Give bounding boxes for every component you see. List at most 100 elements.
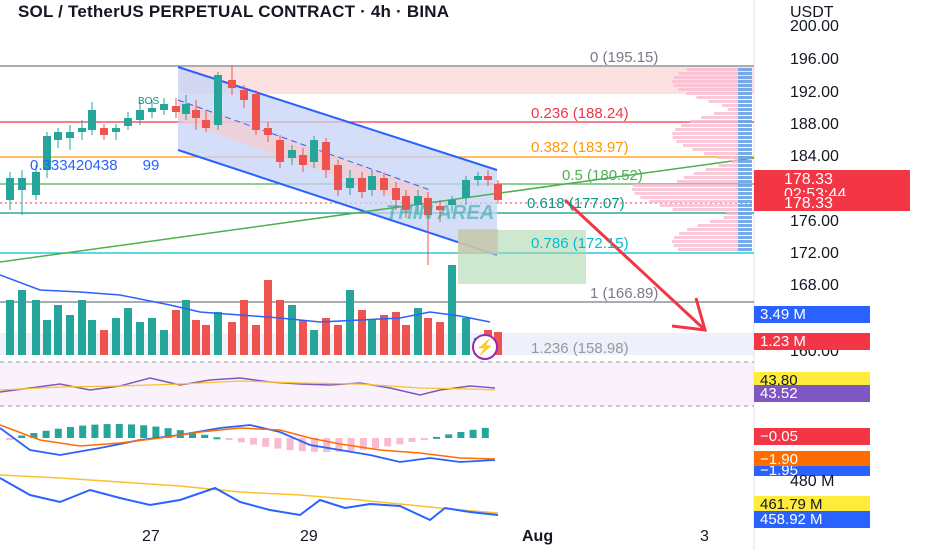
rsi-band bbox=[0, 362, 754, 406]
candle-body bbox=[43, 136, 51, 170]
volume-bar bbox=[78, 300, 86, 355]
volume-profile-bar bbox=[648, 200, 752, 203]
volume-profile-bar bbox=[686, 68, 752, 71]
volume-bar bbox=[334, 325, 342, 355]
volume-profile-bar bbox=[692, 148, 752, 151]
candle-body bbox=[66, 132, 74, 138]
volume-profile-bar bbox=[738, 124, 752, 127]
volume-profile-bar bbox=[678, 72, 752, 75]
volume-bars bbox=[6, 265, 502, 355]
candle-body bbox=[32, 172, 40, 195]
macd-signal-badge: −1.90 bbox=[754, 451, 870, 468]
volume-profile-bar bbox=[681, 124, 752, 127]
volume-bar bbox=[276, 300, 284, 355]
candle-body bbox=[288, 150, 296, 158]
volume-profile-bar bbox=[738, 112, 752, 115]
volume-profile-bar bbox=[738, 156, 752, 159]
macd-hist-bar bbox=[115, 424, 123, 438]
volume-profile-bar bbox=[738, 104, 752, 107]
volume-profile-bar bbox=[738, 220, 752, 223]
volume-bar bbox=[414, 308, 422, 355]
candle-body bbox=[346, 178, 354, 188]
trend-line bbox=[0, 157, 755, 263]
current-price-value: 178.33 bbox=[784, 171, 833, 188]
volume-profile-bar bbox=[672, 80, 752, 83]
candle-body bbox=[136, 110, 144, 120]
volume-profile-bar bbox=[675, 128, 752, 131]
volume-profile-bar bbox=[683, 144, 752, 147]
volume-bar bbox=[66, 315, 74, 355]
volume-profile-bar bbox=[672, 240, 752, 243]
overlay-value: 0.333420438 99 bbox=[30, 157, 159, 174]
price-axis-label: 196.00 bbox=[790, 51, 839, 68]
overlay-value-text: 0.333420438 bbox=[30, 157, 118, 174]
macd-hist-bar bbox=[262, 438, 270, 447]
current-price-value: 178.33 bbox=[784, 195, 833, 212]
volume-profile-bar bbox=[738, 120, 752, 123]
candle-body bbox=[124, 118, 132, 126]
volume-bar bbox=[112, 318, 120, 355]
current-price-tag-bottom: 178.33 bbox=[754, 195, 910, 212]
macd-hist-bar bbox=[18, 435, 26, 438]
volume-profile-bar bbox=[738, 136, 752, 139]
candle-body bbox=[88, 110, 96, 130]
volume-profile-bar bbox=[659, 204, 752, 207]
macd-hist-bar bbox=[457, 431, 465, 438]
volume-profile-bar bbox=[696, 96, 752, 99]
rsi-ma-line bbox=[0, 380, 496, 391]
candle-body bbox=[392, 188, 400, 200]
candle-body bbox=[310, 140, 318, 162]
volume-profile-bar bbox=[738, 192, 752, 195]
price-axis-label: 188.00 bbox=[790, 116, 839, 133]
volume-profile-bar bbox=[738, 184, 752, 187]
lightning-bolt-icon[interactable]: ⚡ bbox=[472, 334, 498, 360]
volume-bar bbox=[252, 325, 260, 355]
thin-area-label: THIN AREA bbox=[386, 202, 495, 224]
candle-body bbox=[322, 142, 330, 170]
volume-profile-bar bbox=[676, 140, 752, 143]
volume-bar bbox=[299, 320, 307, 355]
volume-profile-bar bbox=[704, 152, 752, 155]
fib-label-0786: 0.786 (172.15) bbox=[531, 235, 629, 252]
macd-hist-bar bbox=[201, 434, 209, 438]
macd-hist-bar bbox=[213, 437, 221, 440]
macd-signal-line bbox=[0, 424, 496, 460]
symbol-title[interactable]: SOL / TetherUS PERPETUAL CONTRACT · 4h ·… bbox=[18, 2, 450, 21]
volume-profile-bar bbox=[738, 228, 752, 231]
volume-profile-bar bbox=[738, 248, 752, 251]
candle-body bbox=[334, 165, 342, 190]
volume-bar bbox=[228, 322, 236, 355]
volume-bar bbox=[88, 320, 96, 355]
volume-profile-bar bbox=[738, 160, 752, 163]
volume-profile-bar bbox=[738, 68, 752, 71]
candle-body bbox=[192, 110, 200, 118]
volume-profile-bar bbox=[673, 244, 752, 247]
volume-bar bbox=[346, 290, 354, 355]
candle-body bbox=[436, 206, 444, 210]
volume-profile-bar bbox=[672, 136, 752, 139]
fib-label-0236: 0.236 (188.24) bbox=[531, 105, 629, 122]
volume-profile-bar bbox=[632, 184, 752, 187]
candle-body bbox=[182, 104, 190, 114]
volume-bar bbox=[494, 332, 502, 355]
volume-profile-bar bbox=[713, 112, 752, 115]
candle-body bbox=[358, 178, 366, 192]
macd-hist-bar bbox=[189, 432, 196, 438]
candle-body bbox=[148, 108, 156, 112]
volume-profile-bar bbox=[738, 76, 752, 79]
fib-label-1236: 1.236 (158.98) bbox=[531, 340, 629, 357]
volume-profile-bar bbox=[678, 248, 752, 251]
macd-hist-bar bbox=[128, 424, 135, 438]
volume-profile-bar bbox=[738, 236, 752, 239]
candle-body bbox=[54, 132, 62, 140]
volume-bar bbox=[310, 330, 318, 355]
volume-badge: 1.23 M bbox=[754, 333, 870, 350]
candlestick-series bbox=[6, 65, 502, 265]
rsi-ma-badge: 43.52 bbox=[754, 385, 870, 402]
candle-body bbox=[160, 104, 168, 110]
volume-profile-bar bbox=[634, 192, 752, 195]
volume-bar bbox=[54, 305, 62, 355]
volume-profile-bar bbox=[693, 172, 752, 175]
macd-hist-bar bbox=[91, 424, 99, 438]
